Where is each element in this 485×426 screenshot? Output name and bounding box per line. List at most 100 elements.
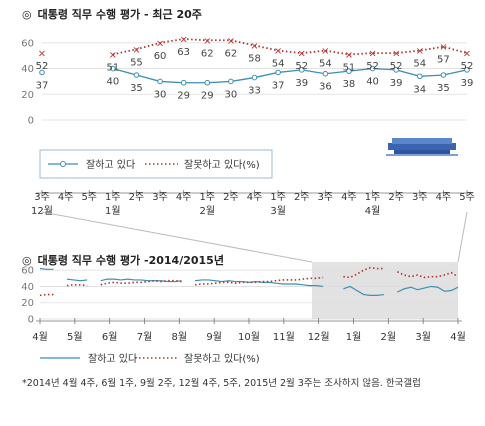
top-week-label: 3주	[152, 192, 168, 203]
top-ytick-label: 20	[21, 90, 34, 101]
bottom-month-label: 11월	[273, 331, 295, 343]
approve-point	[228, 78, 234, 85]
top-ytick-label: 60	[21, 38, 34, 49]
bottom-month-label: 4월	[32, 331, 48, 343]
disapprove-point: ×	[439, 42, 447, 53]
disapprove-value-label: 55	[130, 57, 143, 68]
approve-point	[346, 68, 352, 74]
top-week-label: 5주	[459, 192, 475, 203]
top-week-label: 5주	[81, 192, 97, 203]
approve-value-label: 36	[319, 82, 332, 93]
disapprove-line	[100, 279, 182, 286]
disapprove-point: ×	[416, 46, 424, 57]
title-mark-icon: ◎	[22, 8, 32, 21]
disapprove-line	[112, 38, 468, 56]
disapprove-point: ×	[179, 35, 187, 46]
top-week-label: 1주	[365, 192, 381, 203]
approve-value-label: 35	[130, 83, 143, 94]
approve-line	[66, 278, 88, 282]
disapprove-value-label: 62	[225, 48, 238, 59]
bottom-month-label: 10월	[238, 331, 260, 343]
bottom-month-label: 6월	[102, 331, 118, 343]
bottom-month-label: 8월	[172, 331, 188, 343]
approve-point	[393, 67, 399, 73]
approve-point	[180, 79, 187, 86]
top-week-label: 1주	[199, 192, 215, 203]
approve-line	[100, 278, 182, 283]
disapprove-point: ×	[203, 36, 211, 47]
disapprove-value-label: 52	[36, 61, 49, 72]
disapprove-point: ×	[274, 46, 282, 57]
bottom-chart-title: ◎ 대통령 직무 수행 평가 -2014/2015년	[22, 252, 224, 268]
disapprove-point: ×	[156, 38, 164, 49]
top-chart-title-text: 대통령 직무 수행 평가 - 최근 20주	[37, 8, 202, 21]
disapprove-point: ×	[132, 45, 140, 56]
approve-value-label: 29	[177, 91, 190, 102]
approve-value-label: 40	[106, 77, 119, 88]
bottom-ytick-label: 60	[21, 266, 34, 277]
top-week-label: 1주	[105, 192, 121, 203]
disapprove-value-label: 62	[201, 48, 214, 59]
approve-point	[275, 69, 281, 76]
bottom-ytick-label: 0	[28, 315, 34, 326]
disapprove-line	[396, 271, 459, 279]
top-week-label: 3주	[318, 192, 334, 203]
top-chart-data-labels: 37 40 35 30 29 29 30 33 37 39 36 38 40 39 34 35 39 52 51 55…	[36, 47, 474, 102]
disapprove-value-label: 54	[413, 59, 426, 70]
bottom-month-label: 3월	[415, 331, 431, 343]
top-ytick-label: 0	[28, 116, 34, 127]
disapprove-point: ×	[109, 50, 117, 61]
approve-value-label: 29	[201, 91, 214, 102]
approve-point	[369, 65, 376, 72]
top-week-label: 2주	[223, 192, 239, 203]
approve-line	[343, 285, 384, 296]
bottom-month-label: 2월	[381, 331, 397, 343]
approve-value-label: 33	[248, 86, 261, 97]
approve-point	[298, 67, 305, 73]
disapprove-point: ×	[368, 49, 376, 60]
approve-point	[157, 78, 163, 85]
approve-value-label: 39	[461, 78, 474, 89]
bottom-month-label: 4월	[450, 331, 466, 343]
approve-point	[322, 70, 329, 77]
zoom-connector-left	[41, 211, 313, 263]
bottom-month-label: 5월	[67, 331, 83, 343]
disapprove-line	[39, 293, 54, 297]
top-chart-legend: 잘하고 있다 잘못하고 있다(%)	[39, 149, 273, 179]
approve-value-label: 39	[390, 78, 403, 89]
bottom-chart-title-text: 대통령 직무 수행 평가 -2014/2015년	[37, 254, 224, 267]
top-week-label: 1주	[270, 192, 286, 203]
disapprove-point: ×	[345, 50, 353, 61]
disapprove-point: ×	[392, 49, 400, 60]
title-mark-icon: ◎	[22, 254, 32, 267]
disapprove-line	[194, 276, 324, 286]
disapprove-value-label: 51	[106, 62, 119, 73]
disapprove-value-label: 60	[154, 51, 167, 62]
bottom-month-label: 12월	[308, 331, 330, 343]
bottom-month-label: 9월	[206, 331, 222, 343]
top-week-label: 4주	[436, 192, 452, 203]
disapprove-line	[343, 266, 384, 279]
disapprove-value-label: 63	[177, 47, 190, 58]
disapprove-value-label: 52	[461, 61, 474, 72]
top-week-label: 3주	[412, 192, 428, 203]
top-week-label: 2주	[388, 192, 404, 203]
top-chart-title: ◎ 대통령 직무 수행 평가 - 최근 20주	[22, 6, 202, 22]
disapprove-value-label: 52	[390, 61, 403, 72]
top-chart-marks: × × × × × × × × × × × × × × × × ×	[38, 35, 471, 86]
bottom-chart-legend: 잘하고 있다 잘못하고 있다(%)	[40, 352, 260, 365]
recent-weeks-shade	[312, 262, 458, 319]
approve-line	[112, 67, 468, 84]
approve-value-label: 37	[272, 80, 285, 91]
legend-approve-marker	[60, 161, 66, 167]
disapprove-point: ×	[227, 36, 235, 47]
disapprove-point: ×	[321, 46, 329, 57]
top-month-label: 12월	[31, 205, 53, 217]
approve-value-label: 38	[343, 79, 356, 90]
disapprove-value-label: 52	[366, 61, 379, 72]
approve-value-label: 37	[36, 80, 49, 91]
approve-point	[133, 72, 140, 78]
legend-approve-label: 잘하고 있다	[86, 158, 135, 171]
approve-point	[110, 65, 116, 72]
